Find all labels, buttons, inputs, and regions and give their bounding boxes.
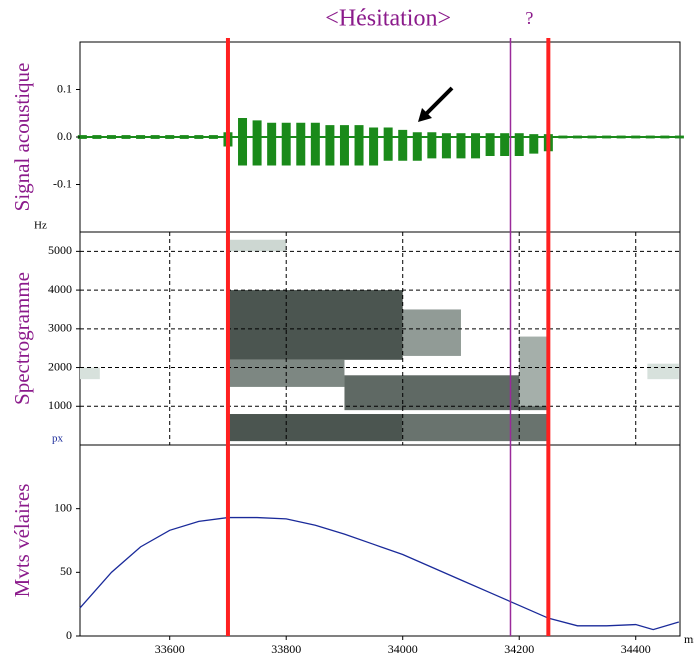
spectrogram-cell [80, 367, 100, 380]
y-tick-label: 0.1 [57, 81, 72, 95]
annotation: ? [525, 8, 533, 28]
y-tick-label: 5000 [48, 243, 72, 257]
y-tick-label: 2000 [48, 359, 72, 373]
y-axis-title: Signal acoustique [10, 63, 34, 212]
arrow [422, 86, 454, 118]
panel: -0.1 0.0 0.1 Signal acoustique [10, 41, 684, 233]
spectrogram-cell [402, 309, 461, 356]
x-tick-label: 34000 [388, 642, 418, 656]
spectrogram-cell [402, 414, 549, 442]
y-axis-title: Spectrogramme [10, 272, 34, 405]
line [79, 516, 680, 631]
x-tick-label: 33600 [155, 642, 185, 656]
y-tick-label: 50 [60, 564, 72, 578]
spectrogram-cell [344, 375, 549, 411]
x-tick-label: 34200 [504, 642, 534, 656]
arrow-head [418, 108, 432, 122]
overlay: <Hésitation>? [225, 6, 551, 636]
y-tick-label: 0 [66, 628, 72, 642]
spectrogram-cell [519, 336, 549, 407]
x-tick-label: 34400 [621, 642, 651, 656]
spectrogram-cell [227, 290, 403, 360]
y-unit: px [52, 433, 64, 445]
spectrogram-cell [227, 239, 287, 252]
y-tick-label: 1000 [48, 398, 72, 412]
x-tick-label: 33800 [271, 642, 301, 656]
x-axis-title: ms [684, 632, 694, 646]
panel: 0 50 100 Mvts vélaires px 33600 33800 34000 3420… [10, 433, 694, 656]
y-unit: Hz [34, 220, 47, 232]
y-tick-label: 0.0 [57, 129, 72, 143]
y-axis-title: Mvts vélaires [10, 484, 34, 598]
plot-frame [79, 444, 681, 637]
panel: 1000 2000 3000 4000 5000 Spectrogramme Hz [10, 220, 681, 446]
y-tick-label: 4000 [48, 282, 72, 296]
annotation: <Hésitation> [325, 6, 451, 32]
y-tick-label: 100 [54, 500, 72, 514]
spectrogram-cell [647, 363, 679, 380]
spectrogram-cell [227, 414, 403, 442]
y-tick-label: 3000 [48, 321, 72, 335]
y-tick-label: -0.1 [53, 176, 72, 190]
